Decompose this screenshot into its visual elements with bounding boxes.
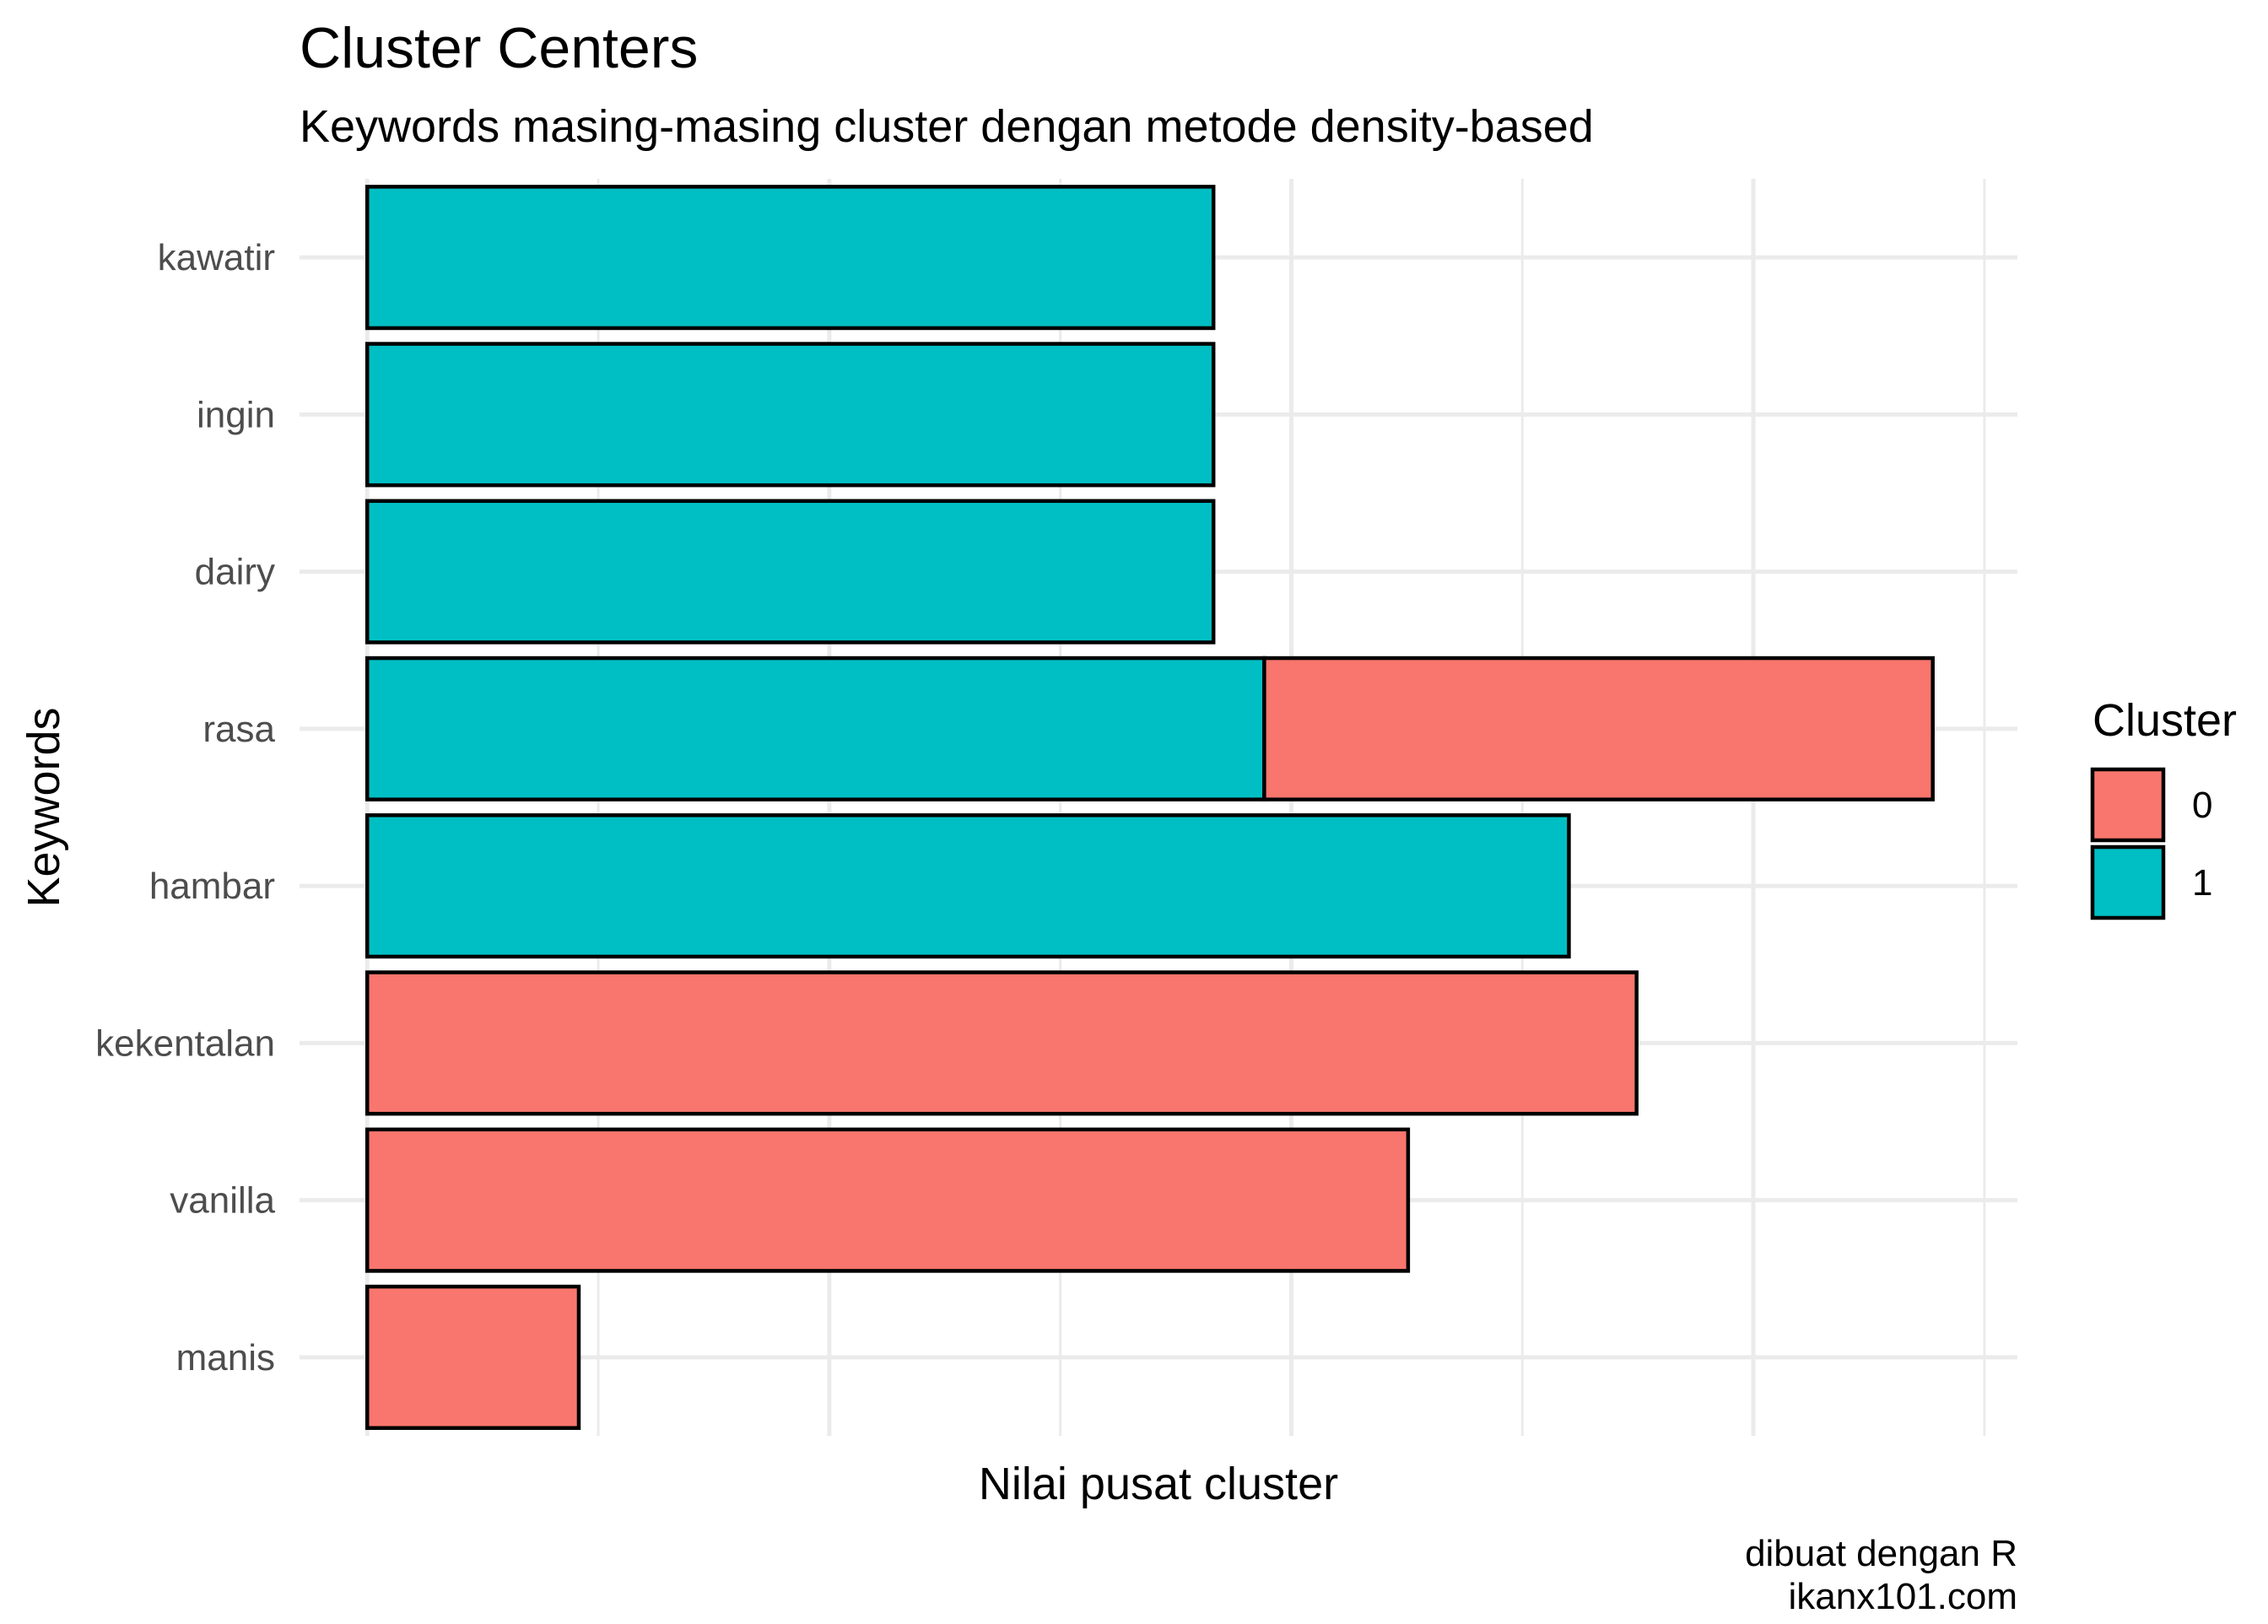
y-tick-label: rasa — [202, 709, 275, 750]
legend: Cluster 01 — [2090, 695, 2237, 920]
bar-dairy-cluster-1 — [364, 499, 1216, 645]
legend-key-0 — [2090, 767, 2166, 843]
y-axis-tick-labels: kawatir ingin dairy rasa hambar kekentalan van… — [95, 237, 275, 1379]
y-tick-label: hambar — [149, 866, 275, 907]
legend-items: 01 — [2090, 767, 2212, 920]
legend-label-0: 0 — [2192, 785, 2212, 826]
bars — [364, 185, 1935, 1430]
bar-hambar-cluster-1 — [364, 813, 1571, 959]
legend-title: Cluster — [2092, 695, 2237, 746]
bar-rasa-cluster-0 — [1262, 656, 1935, 801]
x-axis-title: Nilai pusat cluster — [979, 1459, 1338, 1509]
y-tick-label: ingin — [197, 394, 275, 435]
caption-line-1: dibuat dengan R — [1745, 1533, 2017, 1574]
y-tick-label: kekentalan — [95, 1022, 275, 1064]
y-tick-label: dairy — [195, 552, 275, 593]
y-tick-label: manis — [176, 1337, 275, 1379]
y-tick-label: kawatir — [158, 237, 275, 278]
bar-rasa-cluster-1 — [364, 656, 1266, 801]
legend-label-1: 1 — [2192, 862, 2212, 904]
bar-kekentalan-cluster-0 — [364, 970, 1639, 1116]
bar-kawatir-cluster-1 — [364, 185, 1216, 331]
bar-vanilla-cluster-0 — [364, 1127, 1411, 1273]
chart-title: Cluster Centers — [300, 16, 698, 80]
y-axis-title: Keywords — [19, 707, 69, 907]
caption-line-2: ikanx101.com — [1789, 1576, 2017, 1617]
y-tick-label: vanilla — [170, 1180, 275, 1222]
bar-manis-cluster-0 — [364, 1284, 581, 1430]
legend-key-1 — [2090, 844, 2166, 920]
chart-subtitle: Keywords masing-masing cluster dengan me… — [300, 101, 1594, 152]
bar-ingin-cluster-1 — [364, 342, 1216, 488]
